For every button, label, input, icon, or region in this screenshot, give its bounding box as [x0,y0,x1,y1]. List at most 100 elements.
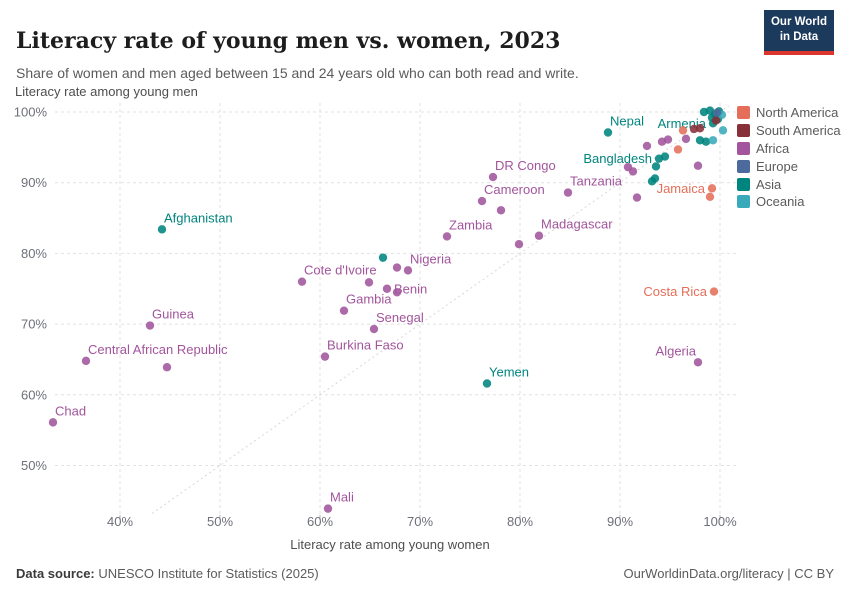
data-point-algeria[interactable] [693,358,703,367]
country-label-chad: Chad [55,403,86,418]
legend-swatch-oceania [737,195,750,209]
y-tick-label-80: 80% [21,246,47,261]
data-point[interactable] [663,135,673,144]
data-point-yemen[interactable] [482,379,492,388]
country-label-costa-rica: Costa Rica [643,284,707,299]
data-point[interactable] [392,288,402,297]
x-axis-title: Literacy rate among young women [290,537,490,552]
legend-item-south-america[interactable]: South America [737,122,841,140]
country-label-gambia: Gambia [346,292,392,307]
country-label-guinea: Guinea [152,307,195,322]
legend-item-africa[interactable]: Africa [737,140,841,158]
legend-label: Africa [756,140,790,156]
data-point-tanzania[interactable] [563,188,573,197]
data-point[interactable] [632,193,642,202]
data-point-gambia[interactable] [339,306,349,315]
data-source-label: Data source: [16,566,95,581]
country-label-dr-congo: DR Congo [495,158,556,173]
legend-label: Europe [756,158,798,174]
data-point-senegal[interactable] [369,324,379,334]
y-tick-label-50: 50% [21,458,47,473]
data-point-nepal[interactable] [603,128,613,137]
legend-label: Oceania [756,194,805,210]
data-point[interactable] [496,206,506,215]
legend-item-oceania[interactable]: Oceania [737,193,841,211]
data-point[interactable] [695,124,705,133]
chart-footer: Data source: UNESCO Institute for Statis… [16,566,834,581]
data-point[interactable] [708,136,718,145]
data-point-chad[interactable] [48,418,58,427]
data-point-guinea[interactable] [145,321,155,330]
data-point[interactable] [162,363,172,372]
data-point[interactable] [673,145,683,154]
data-point-cote-d-ivoire[interactable] [297,277,307,286]
data-point[interactable] [514,240,524,249]
country-label-burkina-faso: Burkina Faso [327,338,404,353]
data-point-benin[interactable] [382,284,392,293]
data-point-mali[interactable] [323,504,333,513]
country-label-mali: Mali [330,490,354,505]
data-point[interactable] [701,137,711,146]
data-point[interactable] [642,141,652,151]
x-tick-label-70: 70% [407,514,433,529]
data-point-madagascar[interactable] [534,231,544,240]
x-tick-label-40: 40% [107,514,133,529]
credit-link[interactable]: OurWorldinData.org/literacy | CC BY [623,566,834,581]
owid-logo-line2: in Data [779,30,819,43]
country-label-bangladesh: Bangladesh [583,151,652,166]
country-label-afghanistan: Afghanistan [164,210,233,225]
data-point[interactable] [678,126,688,135]
x-tick-label-100: 100% [703,514,737,529]
data-point[interactable] [378,253,388,262]
data-point[interactable] [392,263,402,272]
country-label-central-african-republic: Central African Republic [88,342,228,357]
country-label-cameroon: Cameroon [484,182,545,197]
data-point[interactable] [660,152,670,161]
data-point[interactable] [628,167,638,176]
owid-logo-line1: Our World [770,16,827,28]
data-point[interactable] [705,192,715,202]
data-point[interactable] [718,126,728,135]
x-tick-label-80: 80% [507,514,533,529]
y-axis-title: Literacy rate among young men [15,84,198,99]
data-point-dr-congo[interactable] [488,172,498,182]
data-source-text: UNESCO Institute for Statistics (2025) [98,566,319,581]
chart-subtitle: Share of women and men aged between 15 a… [16,65,579,81]
parity-diagonal-line [151,105,730,514]
legend-item-asia[interactable]: Asia [737,175,841,193]
country-label-nepal: Nepal [610,114,644,129]
scatter-chart: 50% 60% 70% 80% 90% 100% 40% 50% 60% 70% 80% 90% 100… [14,103,738,529]
owid-logo[interactable]: Our World in Data [763,10,834,55]
data-point-nigeria[interactable] [403,266,413,275]
data-point-zambia[interactable] [442,232,452,241]
legend-label: Asia [756,176,782,192]
legend-swatch-africa [737,141,750,155]
data-point-afghanistan[interactable] [157,225,167,234]
country-label-zambia: Zambia [449,217,493,232]
country-label-algeria: Algeria [656,343,697,358]
data-point[interactable] [681,134,691,144]
data-source: Data source: UNESCO Institute for Statis… [16,566,319,581]
data-point[interactable] [650,174,660,183]
legend-swatch-asia [737,177,750,191]
data-point[interactable] [364,278,374,287]
page-title: Literacy rate of young men vs. women, 20… [16,27,561,54]
data-point-central-african-republic[interactable] [81,356,91,366]
legend-label: North America [756,105,839,121]
y-tick-label-90: 90% [21,175,47,190]
legend-item-north-america[interactable]: North America [737,104,841,122]
data-point-costa-rica[interactable] [709,287,719,296]
data-point[interactable] [712,108,722,117]
country-label-madagascar: Madagascar [541,217,613,232]
data-point[interactable] [651,162,661,171]
country-label-cote-d-ivoire: Cote d'Ivoire [304,263,377,278]
data-point-burkina-faso[interactable] [320,352,330,361]
legend-item-europe[interactable]: Europe [737,157,841,175]
country-label-senegal: Senegal [376,310,424,325]
data-point-jamaica[interactable] [707,184,717,193]
data-point[interactable] [693,161,703,170]
data-point-cameroon[interactable] [477,196,487,206]
y-tick-label-60: 60% [21,387,47,402]
x-tick-label-60: 60% [307,514,333,529]
data-point[interactable] [711,116,721,125]
